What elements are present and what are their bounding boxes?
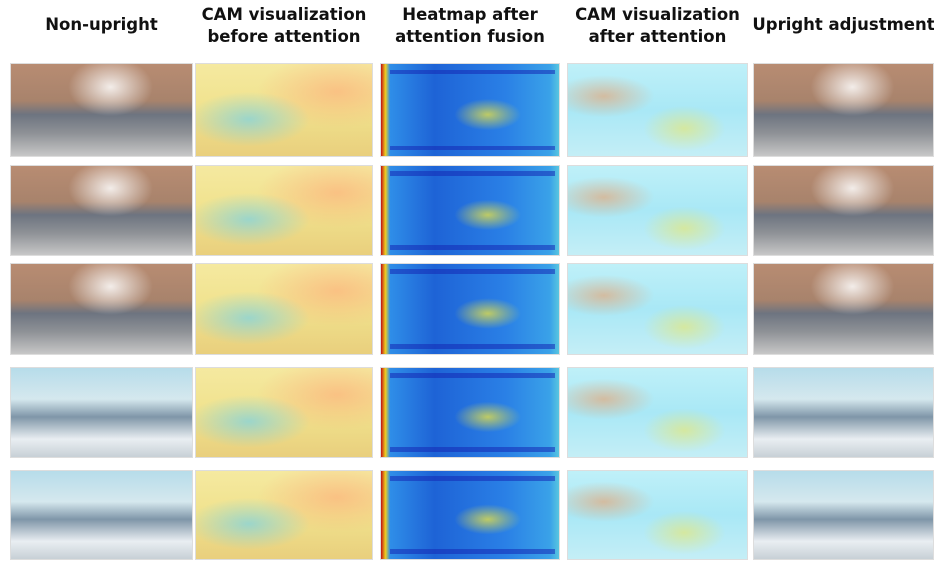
column-header: Upright adjustment [751, 14, 934, 36]
image-panel [195, 367, 373, 458]
column-header: Non-upright [9, 14, 195, 36]
image-panel [10, 165, 193, 256]
image-panel [380, 263, 560, 355]
header-line: CAM visualization [191, 4, 377, 26]
image-panel [10, 63, 193, 157]
image-panel [10, 470, 193, 560]
image-panel [567, 367, 748, 458]
image-panel [753, 367, 934, 458]
image-panel [195, 165, 373, 256]
image-panel [195, 470, 373, 560]
header-line: Non-upright [9, 14, 195, 36]
image-panel [195, 263, 373, 355]
image-panel [380, 367, 560, 458]
image-panel [753, 470, 934, 560]
image-panel [380, 470, 560, 560]
image-panel [380, 165, 560, 256]
image-panel [380, 63, 560, 157]
image-panel [10, 263, 193, 355]
image-panel [753, 165, 934, 256]
image-panel [753, 63, 934, 157]
image-panel [567, 63, 748, 157]
header-line: attention fusion [377, 26, 563, 48]
header-line: before attention [191, 26, 377, 48]
image-panel [753, 263, 934, 355]
image-panel [10, 367, 193, 458]
image-panel [567, 263, 748, 355]
image-panel [567, 470, 748, 560]
image-panel [195, 63, 373, 157]
header-line: CAM visualization [565, 4, 751, 26]
figure: Non-uprightCAM visualizationbefore atten… [0, 0, 934, 563]
header-line: Heatmap after [377, 4, 563, 26]
header-line: after attention [565, 26, 751, 48]
header-line: Upright adjustment [751, 14, 934, 36]
image-panel [567, 165, 748, 256]
